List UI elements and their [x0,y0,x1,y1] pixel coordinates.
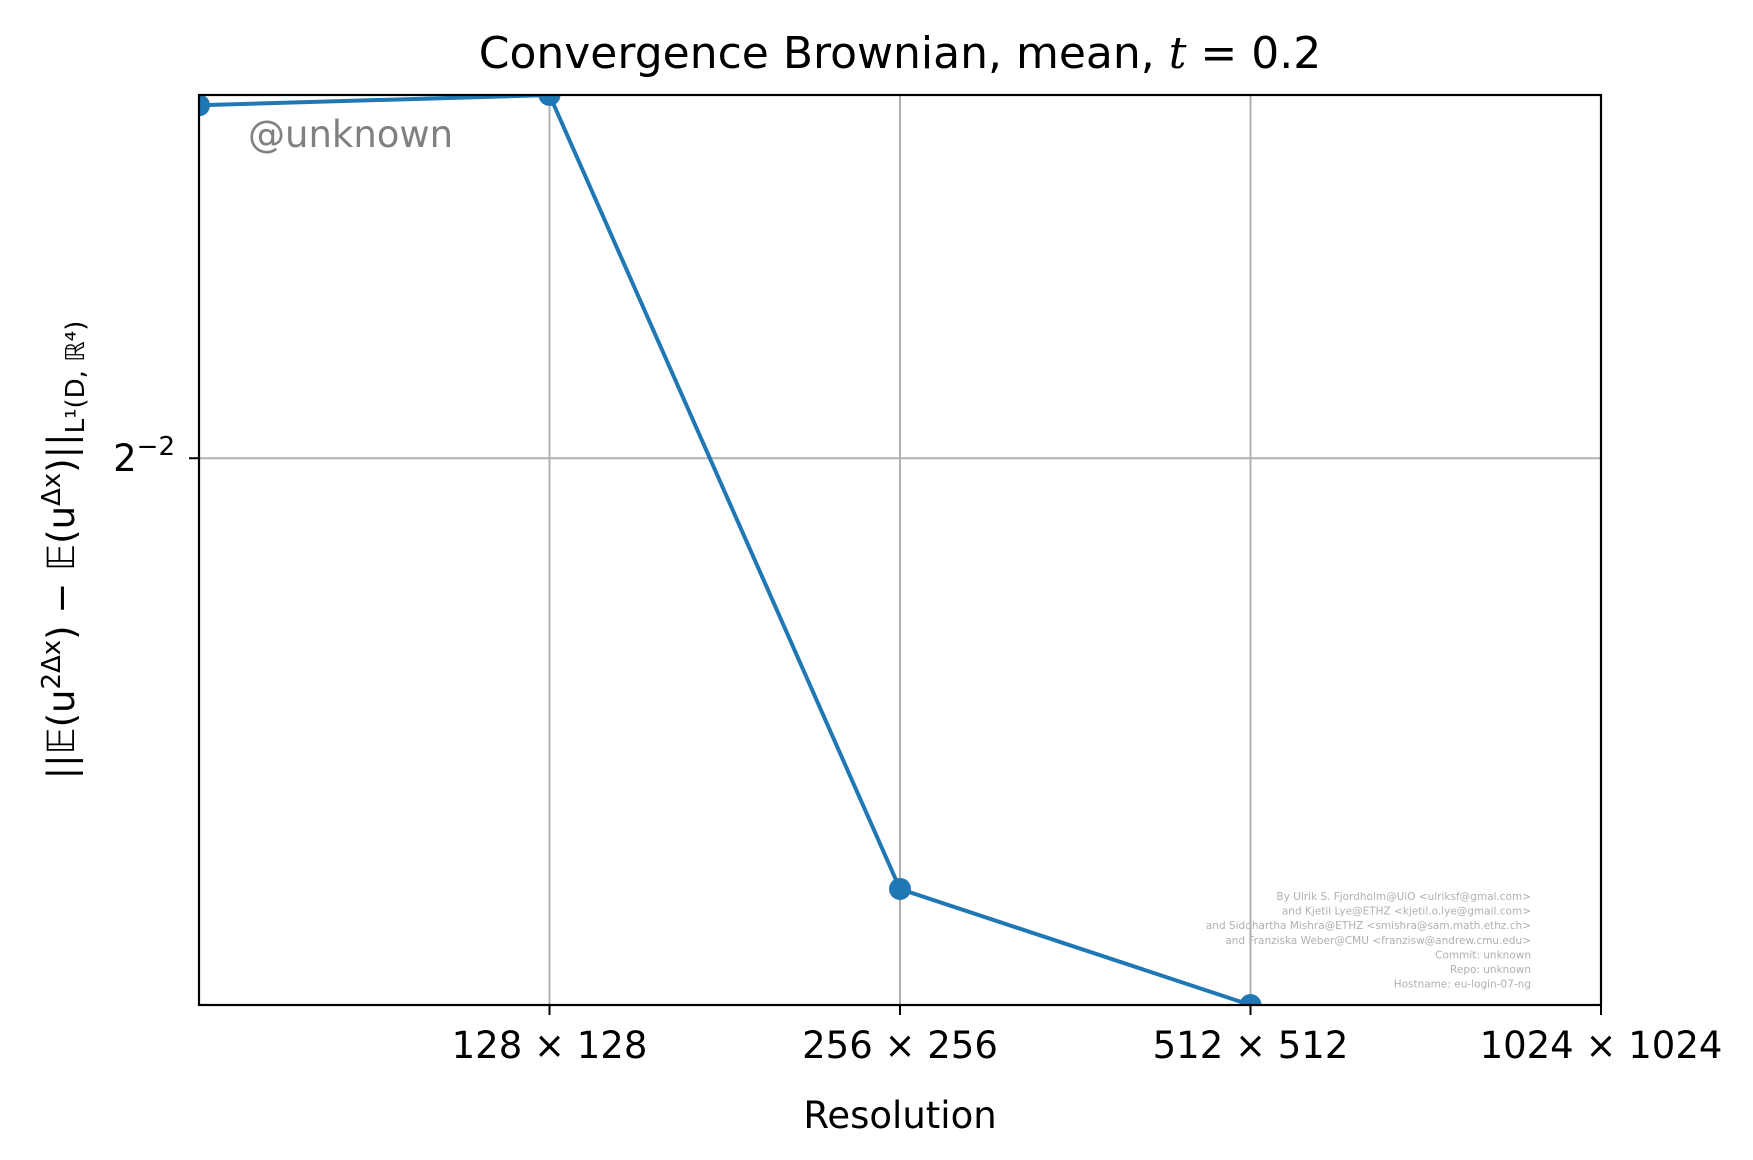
x-tick-label: 128 × 128 [452,1024,648,1067]
y-tick-label: 2−2 [113,432,175,480]
credits-line: By Ulrik S. Fjordholm@UiO <ulriksf@gmal.… [1276,891,1531,903]
series-line [199,95,1252,1005]
data-point [889,877,911,900]
x-tick-label: 256 × 256 [802,1024,998,1067]
chart-title: Convergence Brownian, mean, t = 0.2 [479,28,1322,79]
x-tick-label: 1024 × 1024 [1480,1024,1723,1067]
watermark-text: @unknown [248,113,453,156]
y-axis-label: ||𝔼(u2Δx) − 𝔼(uΔx)||L¹(D, ℝ⁴) [37,321,91,780]
credits-line: and Franziska Weber@CMU <franzisw@andrew… [1225,935,1531,947]
credits-line: and Siddhartha Mishra@ETHZ <smishra@sam.… [1206,920,1531,932]
credits-line: Hostname: eu-login-07-ng [1394,979,1531,991]
credits-line: Commit: unknown [1435,949,1531,961]
series-line-group [199,95,1262,1005]
axis-ticks: 128 × 128 256 × 256 512 × 512 1024 × 1024 2−… [113,432,1722,1067]
credits-block: By Ulrik S. Fjordholm@UiO <ulriksf@gmal.… [1206,891,1531,991]
x-tick-label: 512 × 512 [1153,1024,1349,1067]
x-axis-label: Resolution [803,1094,996,1137]
credits-line: Repo: unknown [1450,964,1531,976]
data-point [199,95,210,117]
data-point [538,95,561,106]
credits-line: and Kjetil Lye@ETHZ <kjetil.o.lye@gmail.… [1282,906,1531,918]
data-point [1239,994,1262,1005]
